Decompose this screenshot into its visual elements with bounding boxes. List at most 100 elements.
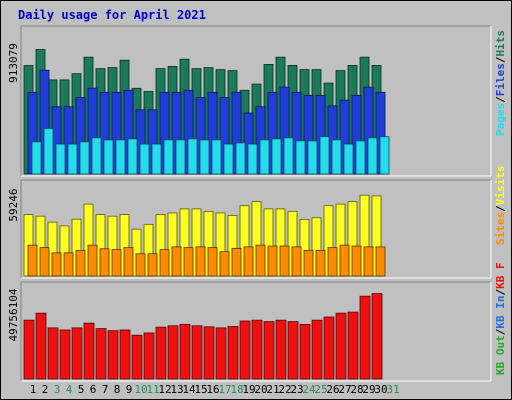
bar-sites-day-15 <box>195 246 206 277</box>
bar-pages-day-22 <box>283 137 294 175</box>
bar-kb-f-day-17 <box>215 327 227 380</box>
bar-kb-f-day-5 <box>71 327 83 380</box>
legend-separator: / <box>494 205 507 212</box>
bar-kb-f-day-22 <box>275 319 287 380</box>
bar-kb-f-day-16 <box>203 326 215 380</box>
max-value-label: 59246 <box>7 188 20 221</box>
bar-kb-f-day-21 <box>263 321 275 380</box>
bar-kb-f-day-20 <box>251 319 263 380</box>
bar-pages-day-1 <box>31 141 42 175</box>
bar-sites-day-30 <box>375 246 386 277</box>
bar-sites-day-16 <box>207 247 218 277</box>
bar-sites-day-28 <box>351 245 362 277</box>
x-tick-day-10: 10 <box>134 383 147 396</box>
bar-kb-f-day-23 <box>287 321 299 380</box>
bar-kb-f-day-8 <box>107 330 119 380</box>
bar-kb-f-day-6 <box>83 322 95 380</box>
x-tick-day-31: 31 <box>386 383 399 396</box>
legend-sites: Sites <box>494 212 507 245</box>
bar-kb-f-day-1 <box>23 319 35 380</box>
x-tick-day-2: 2 <box>42 383 49 396</box>
bar-pages-day-12 <box>163 139 174 175</box>
x-tick-day-23: 23 <box>290 383 303 396</box>
x-tick-day-21: 21 <box>266 383 279 396</box>
bar-sites-day-2 <box>39 247 50 277</box>
bar-pages-day-18 <box>235 142 246 175</box>
bar-pages-day-8 <box>115 139 126 175</box>
bar-sites-day-13 <box>171 246 182 277</box>
bar-sites-day-4 <box>63 252 74 277</box>
bar-kb-f-day-26 <box>323 316 335 380</box>
bar-sites-day-7 <box>99 248 110 277</box>
x-tick-day-19: 19 <box>242 383 255 396</box>
bar-pages-day-14 <box>187 138 198 175</box>
bar-sites-day-27 <box>339 244 350 277</box>
x-tick-day-26: 26 <box>326 383 339 396</box>
legend-separator: / <box>494 56 507 63</box>
bar-sites-day-11 <box>147 253 158 277</box>
bar-sites-day-23 <box>291 246 302 277</box>
bar-kb-f-day-12 <box>155 326 167 380</box>
x-tick-day-27: 27 <box>338 383 351 396</box>
bar-kb-f-day-10 <box>131 334 143 380</box>
legend-visits: Visits <box>494 166 507 206</box>
bar-pages-day-20 <box>259 139 270 175</box>
bar-sites-day-10 <box>135 253 146 277</box>
bar-sites-day-3 <box>51 252 62 277</box>
bar-pages-day-30 <box>379 136 390 175</box>
bar-kb-f-day-13 <box>167 325 179 380</box>
bar-kb-f-day-3 <box>47 327 59 380</box>
bar-kb-f-day-24 <box>299 323 311 380</box>
legend-files: Files <box>494 63 507 96</box>
bar-pages-day-16 <box>211 139 222 175</box>
legend-kb-f: KB F <box>494 262 507 289</box>
x-tick-day-13: 13 <box>170 383 183 396</box>
bar-sites-day-20 <box>255 244 266 277</box>
bar-pages-day-27 <box>343 143 354 175</box>
x-tick-day-28: 28 <box>350 383 363 396</box>
legend-pages: Pages <box>494 103 507 136</box>
bar-pages-day-10 <box>139 143 150 175</box>
x-tick-day-1: 1 <box>30 383 37 396</box>
bar-kb-f-day-25 <box>311 319 323 380</box>
series-kb-f <box>23 293 383 380</box>
series-files <box>27 69 386 175</box>
bar-pages-day-25 <box>319 136 330 175</box>
bar-kb-f-day-30 <box>371 293 383 380</box>
bar-kb-f-day-4 <box>59 329 71 380</box>
bar-sites-day-24 <box>303 249 314 277</box>
chart-title: Daily usage for April 2021 <box>18 8 206 22</box>
bar-pages-day-24 <box>307 140 318 175</box>
x-tick-day-30: 30 <box>374 383 387 396</box>
bar-pages-day-19 <box>247 143 258 175</box>
bar-pages-day-26 <box>331 139 342 175</box>
bar-kb-f-day-18 <box>227 326 239 380</box>
panel-visits-sites: 59246 Sites/Visits <box>7 166 507 279</box>
bar-kb-f-day-7 <box>95 328 107 380</box>
bar-sites-day-6 <box>87 244 98 277</box>
x-tick-day-24: 24 <box>302 383 316 396</box>
bar-pages-day-11 <box>151 143 162 175</box>
x-tick-day-8: 8 <box>114 383 121 396</box>
bar-sites-day-5 <box>75 249 86 277</box>
bar-pages-day-21 <box>271 138 282 175</box>
bar-kb-f-day-15 <box>191 325 203 380</box>
bar-pages-day-6 <box>91 137 102 175</box>
x-tick-day-17: 17 <box>218 383 231 396</box>
bar-pages-day-17 <box>223 143 234 175</box>
legend-hits-files-pages: Pages/Files/Hits <box>494 30 507 136</box>
legend-kb-in: KB In <box>494 296 507 329</box>
bar-pages-day-3 <box>55 143 66 175</box>
bar-sites-day-8 <box>111 249 122 277</box>
bar-sites-day-29 <box>363 246 374 277</box>
x-tick-day-20: 20 <box>254 383 267 396</box>
bar-kb-f-day-11 <box>143 332 155 380</box>
bar-kb-f-day-29 <box>359 295 371 380</box>
x-tick-day-3: 3 <box>54 383 61 396</box>
bar-pages-day-28 <box>355 140 366 175</box>
x-tick-day-18: 18 <box>230 383 243 396</box>
bar-sites-day-25 <box>315 249 326 277</box>
bar-pages-day-15 <box>199 139 210 175</box>
